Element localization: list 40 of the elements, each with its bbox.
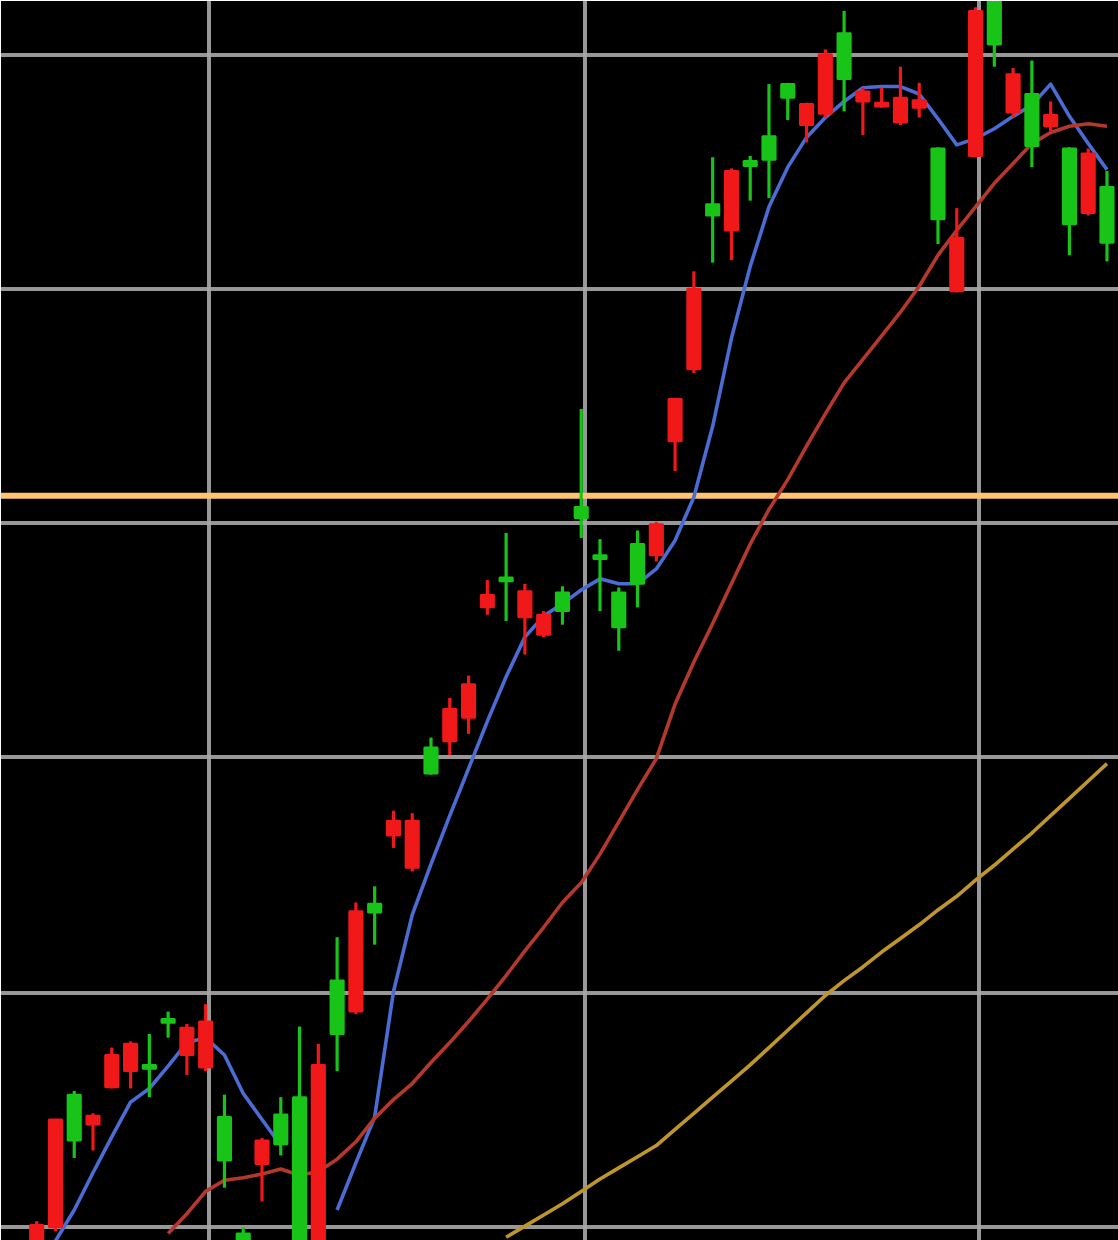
candlestick: [1005, 66, 1021, 120]
candlestick: [160, 1010, 176, 1040]
candlestick: [254, 1136, 270, 1203]
candlestick: [780, 81, 796, 122]
candlestick: [367, 884, 383, 947]
candlestick: [611, 585, 627, 653]
candlestick: [592, 537, 608, 613]
candlestick: [122, 1039, 139, 1091]
candlestick: [629, 528, 646, 609]
candlestick: [442, 696, 458, 757]
candlestick: [648, 520, 664, 564]
candlestick: [216, 1093, 233, 1190]
candlestick: [66, 1089, 82, 1160]
candlestick: [836, 9, 852, 113]
candlestick: [667, 396, 683, 473]
candlestick: [1043, 99, 1059, 133]
candlestick: [517, 582, 533, 657]
candlestick: [423, 735, 439, 777]
candlestick: [85, 1111, 101, 1153]
candlestick: [798, 101, 815, 144]
candlestick: [404, 811, 420, 874]
candlestick: [198, 1002, 214, 1073]
candlestick: [141, 1032, 157, 1099]
candlestick: [892, 65, 908, 127]
candlestick: [104, 1045, 120, 1091]
candlestick: [761, 82, 777, 200]
candlestick: [573, 407, 589, 540]
candlestick: [460, 673, 477, 736]
candlestick: [554, 584, 571, 627]
candlestick: [273, 1095, 289, 1158]
candlestick: [385, 809, 402, 850]
candlestick: [705, 155, 721, 265]
candlestick: [855, 86, 871, 137]
candlestick: [742, 154, 758, 203]
candlestick: [536, 609, 552, 639]
candlestick: [179, 1022, 195, 1077]
candlestick: [911, 81, 927, 120]
candlestick: [986, 1, 1002, 69]
candlestick: [874, 86, 890, 110]
candlestick: [479, 578, 495, 617]
